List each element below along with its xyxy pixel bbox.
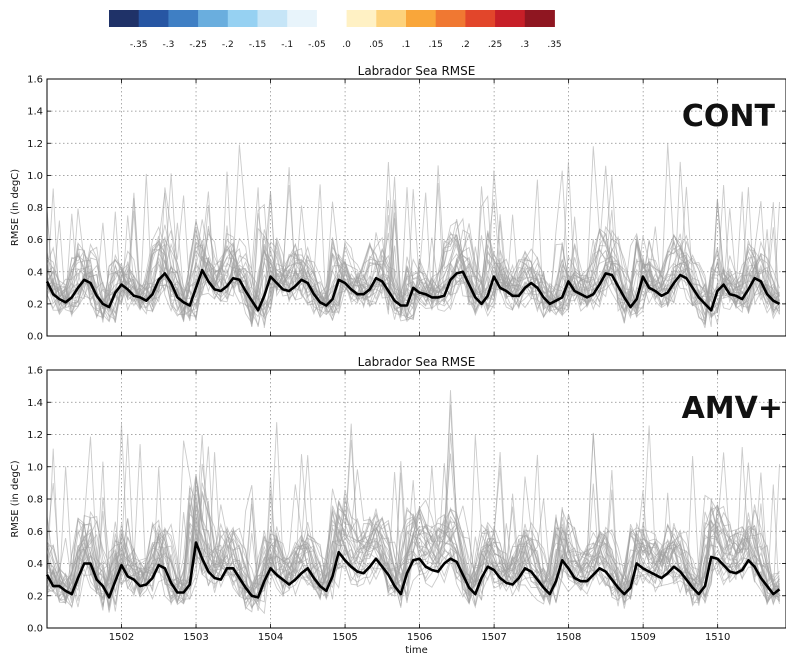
cont-y-axis-label: RMSE (in degC): [10, 169, 21, 246]
colorbar-label: .35: [547, 40, 561, 50]
cont-ensemble-lines: [46, 143, 780, 329]
x-tick-label: 1505: [332, 632, 357, 643]
colorbar-label: -.05: [308, 40, 326, 50]
y-tick-label: 0.0: [27, 332, 43, 343]
y-tick-label: 1.6: [27, 75, 43, 86]
ensemble-member-line: [46, 192, 780, 327]
ensemble-member-line: [46, 448, 780, 606]
colorbar-swatch: [168, 10, 199, 27]
y-tick-label: 1.2: [27, 139, 43, 150]
y-tick-label: 0.8: [27, 495, 43, 506]
ensemble-member-line: [46, 433, 780, 613]
amv-x-axis-label: time: [405, 645, 428, 654]
ensemble-member-line: [46, 170, 780, 329]
ensemble-member-line: [46, 170, 780, 322]
colorbar-label: -.25: [189, 40, 207, 50]
ensemble-member-line: [46, 167, 780, 321]
colorbar-label: .1: [402, 40, 411, 50]
colorbar-label: -.35: [130, 40, 148, 50]
colorbar-label: .2: [461, 40, 470, 50]
y-tick-label: 0.8: [27, 203, 43, 214]
colorbar-swatch: [406, 10, 437, 27]
colorbar-label: -.1: [281, 40, 293, 50]
cont-chart-title: Labrador Sea RMSE: [358, 64, 476, 78]
amv-panel-tag: AMV+: [682, 391, 783, 426]
x-tick-label: 1509: [630, 632, 655, 643]
y-tick-label: 0.2: [27, 299, 43, 310]
ensemble-member-line: [46, 523, 780, 607]
colorbar-swatch: [495, 10, 526, 27]
amv-panel: 0.0 0.2 0.4 0.6 0.8 1.0 1.2 1.4 1.6 1502 1503 1504 1…: [10, 355, 786, 654]
amv-chart-title: Labrador Sea RMSE: [358, 355, 476, 369]
colorbar: -.35 -.3 -.25 -.2 -.15 -.1 -.05 .0 .05 .1 .15 .2 .25…: [109, 10, 562, 50]
x-tick-label: 1504: [258, 632, 283, 643]
amv-ensemble-lines: [46, 390, 780, 615]
amv-grid: [47, 369, 786, 629]
x-tick-label: 1510: [705, 632, 730, 643]
colorbar-label: -.3: [162, 40, 174, 50]
cont-ticks: 0.0 0.2 0.4 0.6 0.8 1.0 1.2 1.4 1.6: [27, 75, 786, 343]
colorbar-label: .05: [369, 40, 383, 50]
colorbar-swatch: [465, 10, 496, 27]
colorbar-label: .3: [521, 40, 530, 50]
y-tick-label: 1.4: [27, 398, 43, 409]
colorbar-swatch: [198, 10, 229, 27]
amv-mean-line: [45, 541, 781, 599]
y-tick-label: 0.2: [27, 591, 43, 602]
y-tick-label: 0.4: [27, 559, 43, 570]
colorbar-swatch: [435, 10, 466, 27]
colorbar-swatch: [376, 10, 407, 27]
amv-y-axis-label: RMSE (in degC): [10, 460, 21, 537]
y-tick-label: 1.4: [27, 107, 43, 118]
colorbar-swatch: [257, 10, 288, 27]
colorbar-swatch: [109, 10, 140, 27]
colorbar-swatch: [346, 10, 377, 27]
cont-panel-tag: CONT: [682, 99, 776, 134]
colorbar-swatch: [138, 10, 169, 27]
x-tick-label: 1506: [407, 632, 432, 643]
ensemble-member-line: [46, 476, 780, 606]
amv-ticks: 0.0 0.2 0.4 0.6 0.8 1.0 1.2 1.4 1.6 1502 1503 1504 1…: [27, 366, 786, 643]
ensemble-mean-line: [45, 541, 781, 599]
colorbar-label: .25: [488, 40, 502, 50]
cont-panel: 0.0 0.2 0.4 0.6 0.8 1.0 1.2 1.4 1.6 Labrador Sea…: [10, 64, 786, 343]
x-tick-label: 1507: [481, 632, 506, 643]
ensemble-mean-line: [45, 268, 781, 312]
colorbar-swatch: [287, 10, 318, 27]
colorbar-label: -.15: [249, 40, 267, 50]
y-tick-label: 0.6: [27, 235, 43, 246]
colorbar-label: -.2: [222, 40, 234, 50]
y-tick-label: 1.0: [27, 171, 43, 182]
ensemble-member-line: [46, 186, 780, 325]
y-tick-label: 1.6: [27, 366, 43, 377]
y-tick-label: 0.0: [27, 624, 43, 635]
cont-mean-line: [45, 268, 781, 312]
x-tick-label: 1503: [183, 632, 208, 643]
y-tick-label: 1.2: [27, 430, 43, 441]
y-tick-label: 0.4: [27, 267, 43, 278]
ensemble-member-line: [46, 225, 780, 323]
x-tick-label: 1502: [109, 632, 134, 643]
y-tick-label: 1.0: [27, 462, 43, 473]
colorbar-label: .0: [342, 40, 351, 50]
colorbar-swatch: [227, 10, 258, 27]
colorbar-swatch: [316, 10, 347, 27]
y-tick-label: 0.6: [27, 527, 43, 538]
x-tick-label: 1508: [556, 632, 581, 643]
colorbar-label: .15: [429, 40, 443, 50]
colorbar-swatch: [524, 10, 555, 27]
